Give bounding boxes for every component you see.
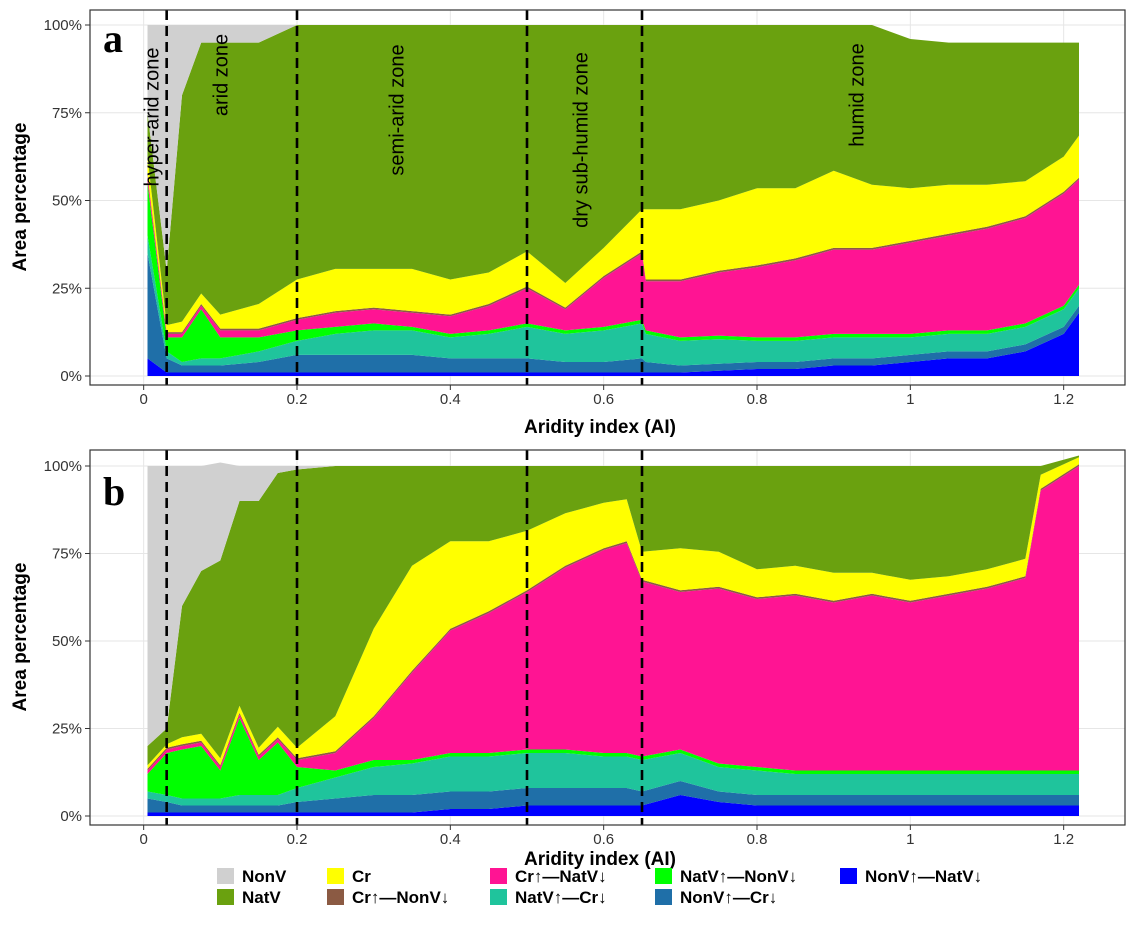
legend-label-natv-up-cr-down: NatV↑—Cr↓ — [515, 888, 607, 907]
legend-swatch-nonv-up-natv-down — [840, 868, 857, 884]
area-natv-up-cr-down — [147, 753, 1079, 806]
x-tick-label: 0 — [139, 831, 147, 848]
area-nonv-up-cr-down — [147, 781, 1079, 813]
area-natv-up-cr-down — [147, 235, 1079, 366]
panel-b-x-axis-title: Aridity index (AI) — [524, 849, 676, 870]
y-tick-label: 50% — [52, 633, 82, 650]
area-cr — [147, 457, 1079, 769]
x-tick-label: 1 — [906, 831, 914, 848]
y-tick-label: 75% — [52, 546, 82, 563]
area-nonv — [147, 455, 1079, 746]
x-tick-label: 0 — [139, 391, 147, 408]
panel-b-frame — [89, 449, 1126, 826]
panel-b-x-ticks: 0 0.2 0.4 0.6 0.8 1 1.2 — [139, 825, 1074, 848]
area-natv-up-nonv-down — [147, 718, 1079, 799]
legend-swatch-cr-up-nonv-down — [327, 889, 344, 905]
zone-label: arid zone — [210, 34, 232, 116]
panel-b-areas — [147, 455, 1079, 816]
panel-a: 0% 25% 50% 75% 100% 0 0.2 0.4 0.6 0.8 1 1.2 a hype… — [10, 9, 1126, 438]
legend-swatch-natv-up-cr-down — [490, 889, 507, 905]
zone-label: hyper-arid zone — [141, 48, 163, 187]
zone-label: semi-arid zone — [387, 44, 409, 175]
legend: NonV NatV Cr Cr↑—NonV↓ Cr↑—NatV↓ NatV↑—Cr↓ Nat… — [217, 867, 982, 907]
x-tick-label: 0.2 — [287, 391, 308, 408]
panel-b-y-axis-title: Area percentage — [10, 563, 31, 712]
area-cr-up-natv-down — [147, 175, 1079, 338]
legend-label-nonv-up-natv-down: NonV↑—NatV↓ — [865, 867, 982, 886]
panel-a-x-axis-title: Aridity index (AI) — [524, 417, 676, 438]
legend-label-cr-up-natv-down: Cr↑—NatV↓ — [515, 867, 607, 886]
y-tick-label: 100% — [44, 458, 82, 475]
panel-a-zone-labels: hyper-arid zone arid zone semi-arid zone dr… — [141, 34, 868, 228]
legend-swatch-nonv-up-cr-down — [655, 889, 672, 905]
x-tick-label: 0.8 — [747, 831, 768, 848]
legend-swatch-cr-up-natv-down — [490, 868, 507, 884]
panel-b-zone-lines — [165, 450, 644, 825]
legend-label-natv-up-nonv-down: NatV↑—NonV↓ — [680, 867, 797, 886]
x-tick-label: 0.6 — [593, 831, 614, 848]
panel-a-zone-lines — [165, 10, 644, 385]
panel-a-y-ticks: 0% 25% 50% 75% 100% — [44, 17, 90, 385]
y-tick-label: 50% — [52, 193, 82, 210]
y-tick-label: 25% — [52, 280, 82, 297]
x-tick-label: 1.2 — [1053, 391, 1074, 408]
x-tick-label: 0.6 — [593, 391, 614, 408]
area-natv — [147, 455, 1079, 766]
area-cr-up-natv-down — [147, 466, 1079, 774]
legend-label-cr-up-nonv-down: Cr↑—NonV↓ — [352, 888, 449, 907]
legend-swatch-cr — [327, 868, 344, 884]
panel-b-y-ticks: 0% 25% 50% 75% 100% — [44, 458, 90, 825]
panel-a-areas — [147, 25, 1079, 376]
y-tick-label: 100% — [44, 17, 82, 34]
legend-label-natv: NatV — [242, 888, 281, 907]
panel-b: 0% 25% 50% 75% 100% 0 0.2 0.4 0.6 0.8 1 1.2 b Arid… — [10, 449, 1126, 870]
area-nonv-up-natv-down — [147, 312, 1079, 376]
legend-label-nonv: NonV — [242, 867, 287, 886]
x-tick-label: 0.4 — [440, 391, 461, 408]
y-tick-label: 75% — [52, 105, 82, 122]
panel-a-frame — [89, 9, 1126, 386]
area-natv-up-nonv-down — [147, 182, 1079, 362]
panel-b-letter: b — [103, 469, 125, 514]
zone-label: dry sub-humid zone — [571, 52, 593, 228]
y-tick-label: 0% — [60, 808, 82, 825]
x-tick-label: 0.4 — [440, 831, 461, 848]
x-tick-label: 0.8 — [747, 391, 768, 408]
area-natv — [147, 25, 1079, 326]
legend-swatch-natv-up-nonv-down — [655, 868, 672, 884]
y-tick-label: 0% — [60, 368, 82, 385]
legend-swatch-natv — [217, 889, 234, 905]
y-tick-label: 25% — [52, 721, 82, 738]
panel-a-letter: a — [103, 16, 123, 61]
x-tick-label: 1.2 — [1053, 831, 1074, 848]
legend-swatch-nonv — [217, 868, 234, 884]
legend-label-nonv-up-cr-down: NonV↑—Cr↓ — [680, 888, 777, 907]
panel-a-x-ticks: 0 0.2 0.4 0.6 0.8 1 1.2 — [139, 385, 1074, 408]
x-tick-label: 1 — [906, 391, 914, 408]
panel-a-y-axis-title: Area percentage — [10, 123, 31, 272]
area-cr — [147, 135, 1079, 333]
zone-label: humid zone — [847, 43, 869, 146]
legend-label-cr: Cr — [352, 867, 371, 886]
x-tick-label: 0.2 — [287, 831, 308, 848]
